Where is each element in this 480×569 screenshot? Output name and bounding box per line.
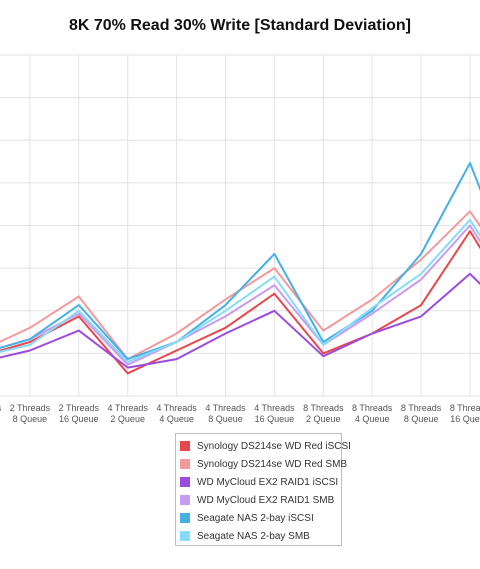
x-tick-label-threads: 8 Threads [450,403,480,413]
chart-title: 8K 70% Read 30% Write [Standard Deviatio… [68,17,412,34]
legend-item: WD MyCloud EX2 RAID1 iSCSI [180,473,339,491]
x-tick-label-queue: 8 Queue [13,414,48,424]
x-tick-label-threads: 4 Threads [254,403,295,413]
x-tick-label-queue: 2 Queue [110,414,145,424]
legend-swatch [180,477,190,487]
x-tick-label-queue: 16 Queue [59,414,99,424]
x-tick-label-queue: 4 Queue [159,414,194,424]
x-tick-label-threads: 4 Threads [156,403,197,413]
x-tick-label-queue: 8 Queue [208,414,243,424]
legend-swatch [180,441,190,451]
legend-label: WD MyCloud EX2 RAID1 SMB [197,494,335,506]
series-line-6 [0,218,480,363]
x-tick-label-queue: 16 Queue [450,414,480,424]
series-line-5 [0,162,480,361]
x-tick-label-threads: 4 Threads [205,403,246,413]
series-line-2 [0,210,480,361]
legend-swatch [180,495,190,505]
legend-swatch [180,513,190,523]
legend-swatch [180,531,190,541]
series-line-3 [0,272,480,369]
x-tick-label-threads: 2 Threads [10,403,51,413]
x-tick-label-threads: 4 Threads [108,403,149,413]
legend-swatch [180,459,190,469]
x-tick-label-queue: 16 Queue [255,414,295,424]
legend-item: WD MyCloud EX2 RAID1 SMB [180,491,337,509]
series-line-4 [0,224,480,366]
x-tick-label-queue: 2 Queue [306,414,341,424]
legend-label: Synology DS214se WD Red iSCSI [197,440,351,452]
x-tick-label-queue: 8 Queue [404,414,439,424]
legend-item: Seagate NAS 2-bay iSCSI [180,509,337,527]
x-tick-label-threads: 8 Threads [401,403,442,413]
legend-label: Seagate NAS 2-bay SMB [197,530,310,542]
legend: Synology DS214se WD Red iSCSI Synology DS… [175,433,351,546]
legend-item: Seagate NAS 2-bay SMB [180,527,337,545]
x-tick-label-threads: 2 Threads [59,403,100,413]
legend-label: Synology DS214se WD Red SMB [197,458,348,470]
grid [0,54,480,397]
series-line-1 [0,230,480,375]
x-tick-label-threads: 8 Threads [352,403,393,413]
series-lines [0,162,480,375]
legend-label: Seagate NAS 2-bay iSCSI [197,512,314,524]
x-tick-label-threads: 8 Threads [303,403,344,413]
legend-item: Synology DS214se WD Red iSCSI [180,437,351,455]
legend-item: Synology DS214se WD Red SMB [180,455,347,473]
x-tick-label-queue: 4 Queue [355,414,390,424]
x-tick-label-threads: 2 Threads [0,403,2,413]
legend-label: WD MyCloud EX2 RAID1 iSCSI [197,476,339,488]
